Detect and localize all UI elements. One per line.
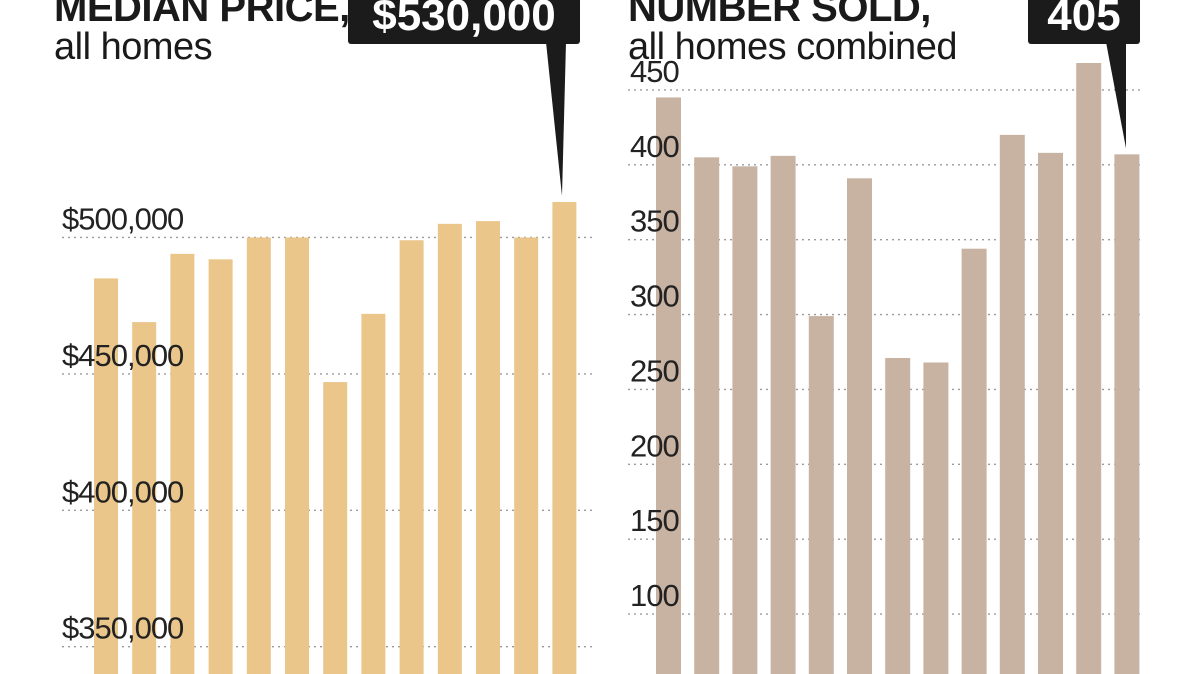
sold-y-tick-label: 150 xyxy=(630,503,679,538)
price-bar xyxy=(132,322,157,674)
price-bar xyxy=(476,221,500,674)
number-sold-chart: 100 150 200 250 300 350 400 450 xyxy=(628,42,1144,674)
price-bar xyxy=(323,382,348,674)
sold-y-tick-label: 450 xyxy=(630,54,679,89)
sold-bar xyxy=(961,248,987,674)
sold-bar xyxy=(770,155,796,674)
sold-y-tick-label: 400 xyxy=(630,129,679,164)
sold-bar xyxy=(732,166,758,674)
price-bar xyxy=(514,237,539,674)
sold-bar xyxy=(923,362,949,674)
sold-bar xyxy=(694,157,720,674)
sold-callout-pointer xyxy=(1106,42,1126,149)
sold-callout-label: 405 xyxy=(1028,0,1140,44)
sold-bar xyxy=(847,178,872,674)
median-price-panel: $350,000 $400,000 $450,000 $500,000 MEDIAN … xyxy=(54,0,594,674)
sold-bar xyxy=(999,134,1025,674)
price-y-tick-label: $400,000 xyxy=(62,474,184,509)
price-bar xyxy=(399,240,424,674)
sold-y-tick-label: 250 xyxy=(630,353,679,388)
price-callout-label: $530,000 xyxy=(348,0,580,44)
price-bar xyxy=(361,313,386,674)
sold-chart-subtitle: all homes combined xyxy=(628,26,957,68)
price-bar xyxy=(94,278,118,674)
price-bar xyxy=(285,237,309,674)
sold-y-tick-label: 100 xyxy=(630,578,679,613)
price-chart-title: MEDIAN PRICE, xyxy=(54,0,350,30)
sold-bar xyxy=(808,316,834,674)
number-sold-panel: 100 150 200 250 300 350 400 450 NUMBER SOLD, al… xyxy=(600,0,1200,674)
sold-y-tick-label: 350 xyxy=(630,204,679,239)
price-bar xyxy=(437,223,462,674)
price-bar xyxy=(170,253,195,674)
sold-chart-title: NUMBER SOLD, xyxy=(628,0,931,30)
sold-y-tick-label: 300 xyxy=(630,279,679,314)
price-y-tick-label: $450,000 xyxy=(62,338,184,373)
sold-bar xyxy=(1114,154,1140,674)
price-chart-subtitle: all homes xyxy=(54,26,213,68)
sold-bar xyxy=(1038,152,1063,674)
sold-y-tick-label: 200 xyxy=(630,428,679,463)
price-y-tick-label: $500,000 xyxy=(62,201,184,236)
price-bar xyxy=(246,237,271,674)
median-price-chart: $350,000 $400,000 $450,000 $500,000 xyxy=(62,42,594,674)
price-bar xyxy=(208,259,233,674)
price-y-tick-label: $350,000 xyxy=(62,611,184,646)
price-callout-pointer xyxy=(546,42,566,197)
price-bar xyxy=(552,202,577,674)
sold-bar xyxy=(656,97,681,674)
sold-bar xyxy=(1076,62,1102,674)
sold-bar xyxy=(885,358,911,674)
